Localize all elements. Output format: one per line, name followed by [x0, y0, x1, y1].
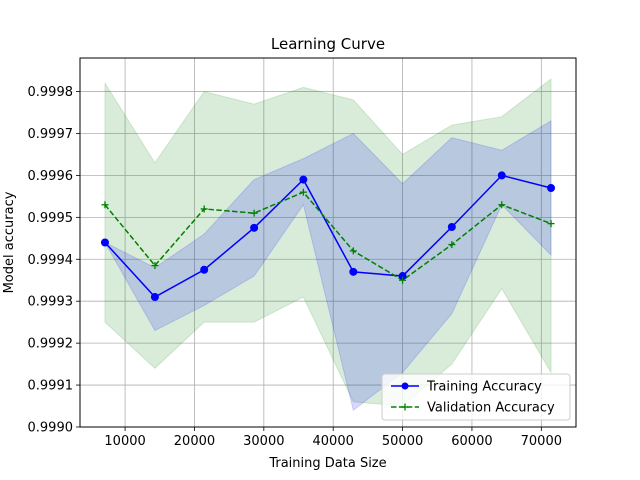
training-accuracy-point [150, 293, 159, 302]
legend-validation-marker [401, 403, 409, 411]
y-tick-label: 0.9991 [28, 379, 74, 394]
axis-ticks: 10000 20000 30000 40000 50000 60000 70000 0.999… [28, 85, 562, 449]
x-axis-label: Training Data Size [268, 456, 386, 471]
training-accuracy-point [200, 265, 209, 274]
training-accuracy-point [349, 267, 358, 276]
chart-title: Learning Curve [271, 35, 385, 53]
x-tick-label: 40000 [313, 434, 354, 449]
validation-accuracy-point [547, 220, 555, 228]
legend-validation-label: Validation Accuracy [427, 401, 555, 416]
y-axis-label: Model accuracy [2, 191, 17, 293]
validation-accuracy-point [250, 209, 258, 217]
training-accuracy-point [299, 175, 308, 184]
y-tick-label: 0.9995 [28, 211, 74, 226]
validation-accuracy-line [104, 191, 552, 282]
legend-box [381, 373, 571, 421]
y-tick-label: 0.9993 [28, 295, 74, 310]
x-tick-label: 50000 [382, 434, 423, 449]
training-accuracy-line [104, 174, 552, 298]
y-tick-label: 0.9998 [28, 85, 74, 100]
validation-accuracy-point [349, 247, 357, 255]
validation-accuracy-point [299, 188, 307, 196]
y-tick-label: 0.9992 [28, 337, 74, 352]
y-tick-label: 0.9996 [28, 169, 74, 184]
legend-training-marker [401, 382, 409, 390]
x-tick-label: 60000 [451, 434, 492, 449]
y-tick-label: 0.9990 [28, 421, 74, 436]
x-tick-label: 20000 [174, 434, 215, 449]
x-tick-label: 10000 [104, 434, 145, 449]
validation-accuracy-band [104, 77, 552, 407]
training-accuracy-point [547, 183, 556, 192]
training-accuracy-point [447, 222, 456, 231]
validation-accuracy-point [151, 262, 159, 270]
legend-training-label: Training Accuracy [426, 380, 542, 395]
plot-area-frame [79, 57, 577, 428]
training-accuracy-point [250, 223, 259, 232]
validation-accuracy-point [448, 241, 456, 249]
series-markers [100, 171, 556, 302]
validation-accuracy-point [101, 201, 109, 209]
x-tick-label: 30000 [243, 434, 284, 449]
training-accuracy-point [100, 238, 109, 247]
validation-accuracy-point [498, 201, 506, 209]
training-accuracy-point [497, 171, 506, 180]
legend: Training Accuracy Validation Accuracy [381, 373, 571, 421]
y-tick-label: 0.9994 [28, 253, 74, 268]
y-tick-label: 0.9997 [28, 127, 74, 142]
validation-accuracy-point [200, 205, 208, 213]
series-lines [104, 174, 552, 298]
validation-accuracy-point [399, 276, 407, 284]
x-tick-label: 70000 [521, 434, 562, 449]
confidence-bands [103, 77, 552, 412]
